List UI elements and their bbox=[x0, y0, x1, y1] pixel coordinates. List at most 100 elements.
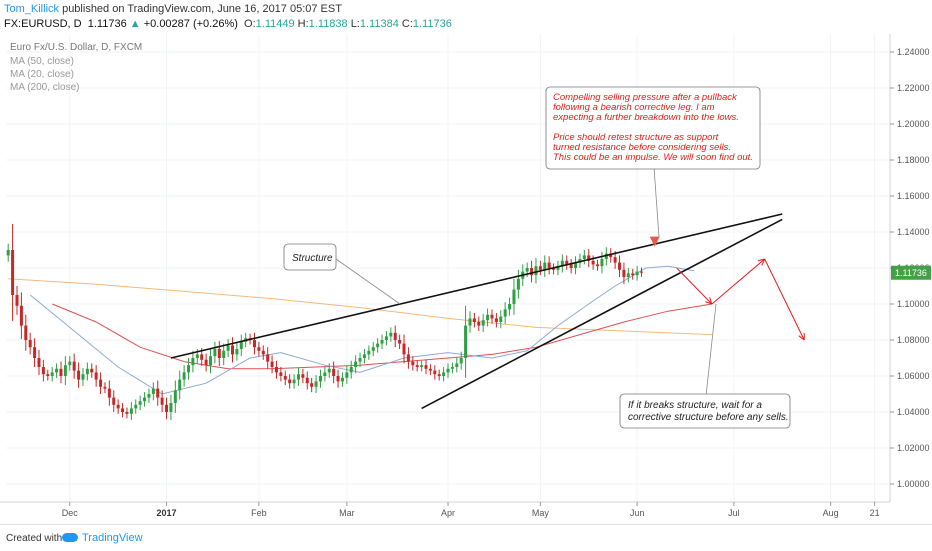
candle-body bbox=[556, 266, 560, 270]
published-text: published on TradingView.com, June 16, 2… bbox=[59, 3, 342, 15]
candle-body bbox=[442, 372, 446, 376]
candle-body bbox=[15, 295, 19, 306]
candle-body bbox=[565, 260, 569, 265]
projection-layer bbox=[649, 236, 805, 341]
candle-body bbox=[173, 390, 177, 403]
candle-body bbox=[371, 347, 375, 351]
candle-body bbox=[55, 368, 59, 373]
candle-body bbox=[33, 347, 37, 358]
candle-body bbox=[121, 408, 125, 412]
candle-body bbox=[358, 358, 362, 362]
candle-body bbox=[147, 394, 151, 398]
candle-body bbox=[415, 365, 419, 367]
y-tick-label: 1.08000 bbox=[897, 335, 930, 345]
candle-body bbox=[393, 332, 397, 340]
candle-body bbox=[94, 372, 98, 380]
candle-body bbox=[292, 379, 296, 384]
candle-body bbox=[165, 404, 169, 412]
candle-body bbox=[310, 383, 314, 387]
y-tick-label: 1.22000 bbox=[897, 83, 930, 93]
legend-ma200[interactable]: MA (200, close) bbox=[10, 82, 79, 93]
candle-body bbox=[494, 318, 498, 322]
legend-ma20[interactable]: MA (20, close) bbox=[10, 69, 74, 80]
candle-body bbox=[574, 262, 578, 268]
candle-body bbox=[6, 250, 10, 256]
candle-body bbox=[402, 343, 406, 355]
candle-body bbox=[305, 377, 309, 384]
lower-structure-line bbox=[421, 218, 783, 410]
price-tag-layer: 1.11736 bbox=[891, 265, 931, 280]
x-tick-label: Aug bbox=[823, 508, 839, 518]
candle-body bbox=[340, 377, 344, 382]
candle-body bbox=[336, 376, 340, 382]
projection-arrowhead bbox=[798, 332, 805, 341]
candle-body bbox=[37, 358, 41, 367]
top-note-text: Compelling selling pressure after a pull… bbox=[553, 92, 753, 163]
candle-body bbox=[481, 320, 485, 326]
candle-body bbox=[279, 372, 283, 376]
candle-body bbox=[138, 401, 142, 405]
tradingview-brand[interactable]: TradingView bbox=[82, 532, 143, 544]
candle-body bbox=[604, 253, 608, 259]
candle-body bbox=[503, 309, 507, 317]
candle-body bbox=[182, 372, 186, 380]
candle-body bbox=[134, 404, 138, 409]
candle-body bbox=[428, 368, 432, 371]
x-tick-label: Mar bbox=[339, 508, 355, 518]
candle-body bbox=[516, 278, 520, 290]
bottom-note-line-2: corrective structure before any sells. bbox=[628, 412, 789, 423]
candle-body bbox=[472, 318, 476, 322]
candle-body bbox=[270, 361, 274, 367]
candle-body bbox=[257, 347, 261, 351]
candle-body bbox=[538, 266, 542, 270]
candle-body bbox=[81, 374, 85, 380]
candle-body bbox=[362, 354, 366, 358]
candle-body bbox=[459, 358, 463, 364]
candle-body bbox=[226, 345, 230, 351]
candle-body bbox=[534, 266, 538, 276]
candle-body bbox=[424, 365, 428, 369]
x-axis[interactable]: Dec 2017 Feb Mar Apr May Jun Jul Aug 21 bbox=[0, 501, 890, 518]
ma200-layer bbox=[8, 278, 712, 336]
candle-body bbox=[209, 356, 213, 366]
bottom-note-pointer bbox=[705, 303, 717, 397]
price-chart[interactable]: Euro Fx/U.S. Dollar, D, FXCM MA (50, clo… bbox=[0, 34, 932, 522]
projection-segment bbox=[676, 267, 713, 305]
legend-ma50[interactable]: MA (50, close) bbox=[10, 56, 74, 67]
candle-body bbox=[59, 368, 63, 376]
y-tick-label: 1.14000 bbox=[897, 227, 930, 237]
candle-body bbox=[345, 372, 349, 378]
ma50-line bbox=[52, 303, 712, 370]
candle-body bbox=[547, 262, 551, 268]
high-value: 1.11838 bbox=[308, 18, 348, 30]
chart-frame[interactable]: Euro Fx/U.S. Dollar, D, FXCM MA (50, clo… bbox=[0, 34, 932, 522]
candle-body bbox=[464, 325, 468, 358]
candle-body bbox=[116, 404, 120, 409]
candle-body bbox=[46, 374, 50, 376]
y-tick-label: 1.02000 bbox=[897, 443, 930, 453]
candle-body bbox=[169, 403, 173, 412]
candle-body bbox=[384, 336, 388, 340]
candle-body bbox=[596, 264, 600, 267]
candle-body bbox=[296, 374, 300, 380]
chart-background bbox=[0, 34, 932, 522]
close-value: 1.11736 bbox=[412, 18, 452, 30]
author-link[interactable]: Tom_Killick bbox=[4, 3, 60, 15]
candle-body bbox=[68, 361, 72, 366]
x-tick-label: 21 bbox=[870, 508, 880, 518]
top-note-line-1: Compelling selling pressure after a pull… bbox=[553, 92, 738, 103]
top-note-line-2: following a bearish corrective leg. I am bbox=[553, 102, 715, 113]
candle-body bbox=[314, 381, 318, 387]
candle-body bbox=[631, 273, 635, 276]
candle-body bbox=[450, 367, 454, 369]
publish-info: Tom_Killick published on TradingView.com… bbox=[4, 3, 342, 15]
low-value: 1.11384 bbox=[359, 18, 399, 30]
candle-body bbox=[151, 388, 155, 394]
candle-body bbox=[332, 368, 336, 376]
structure-label: Structure bbox=[292, 253, 333, 264]
y-tick-label: 1.04000 bbox=[897, 407, 930, 417]
created-with-label: Created with bbox=[6, 533, 63, 544]
candle-body bbox=[178, 379, 182, 391]
last-price-tag bbox=[891, 265, 931, 280]
candle-body bbox=[266, 354, 270, 362]
